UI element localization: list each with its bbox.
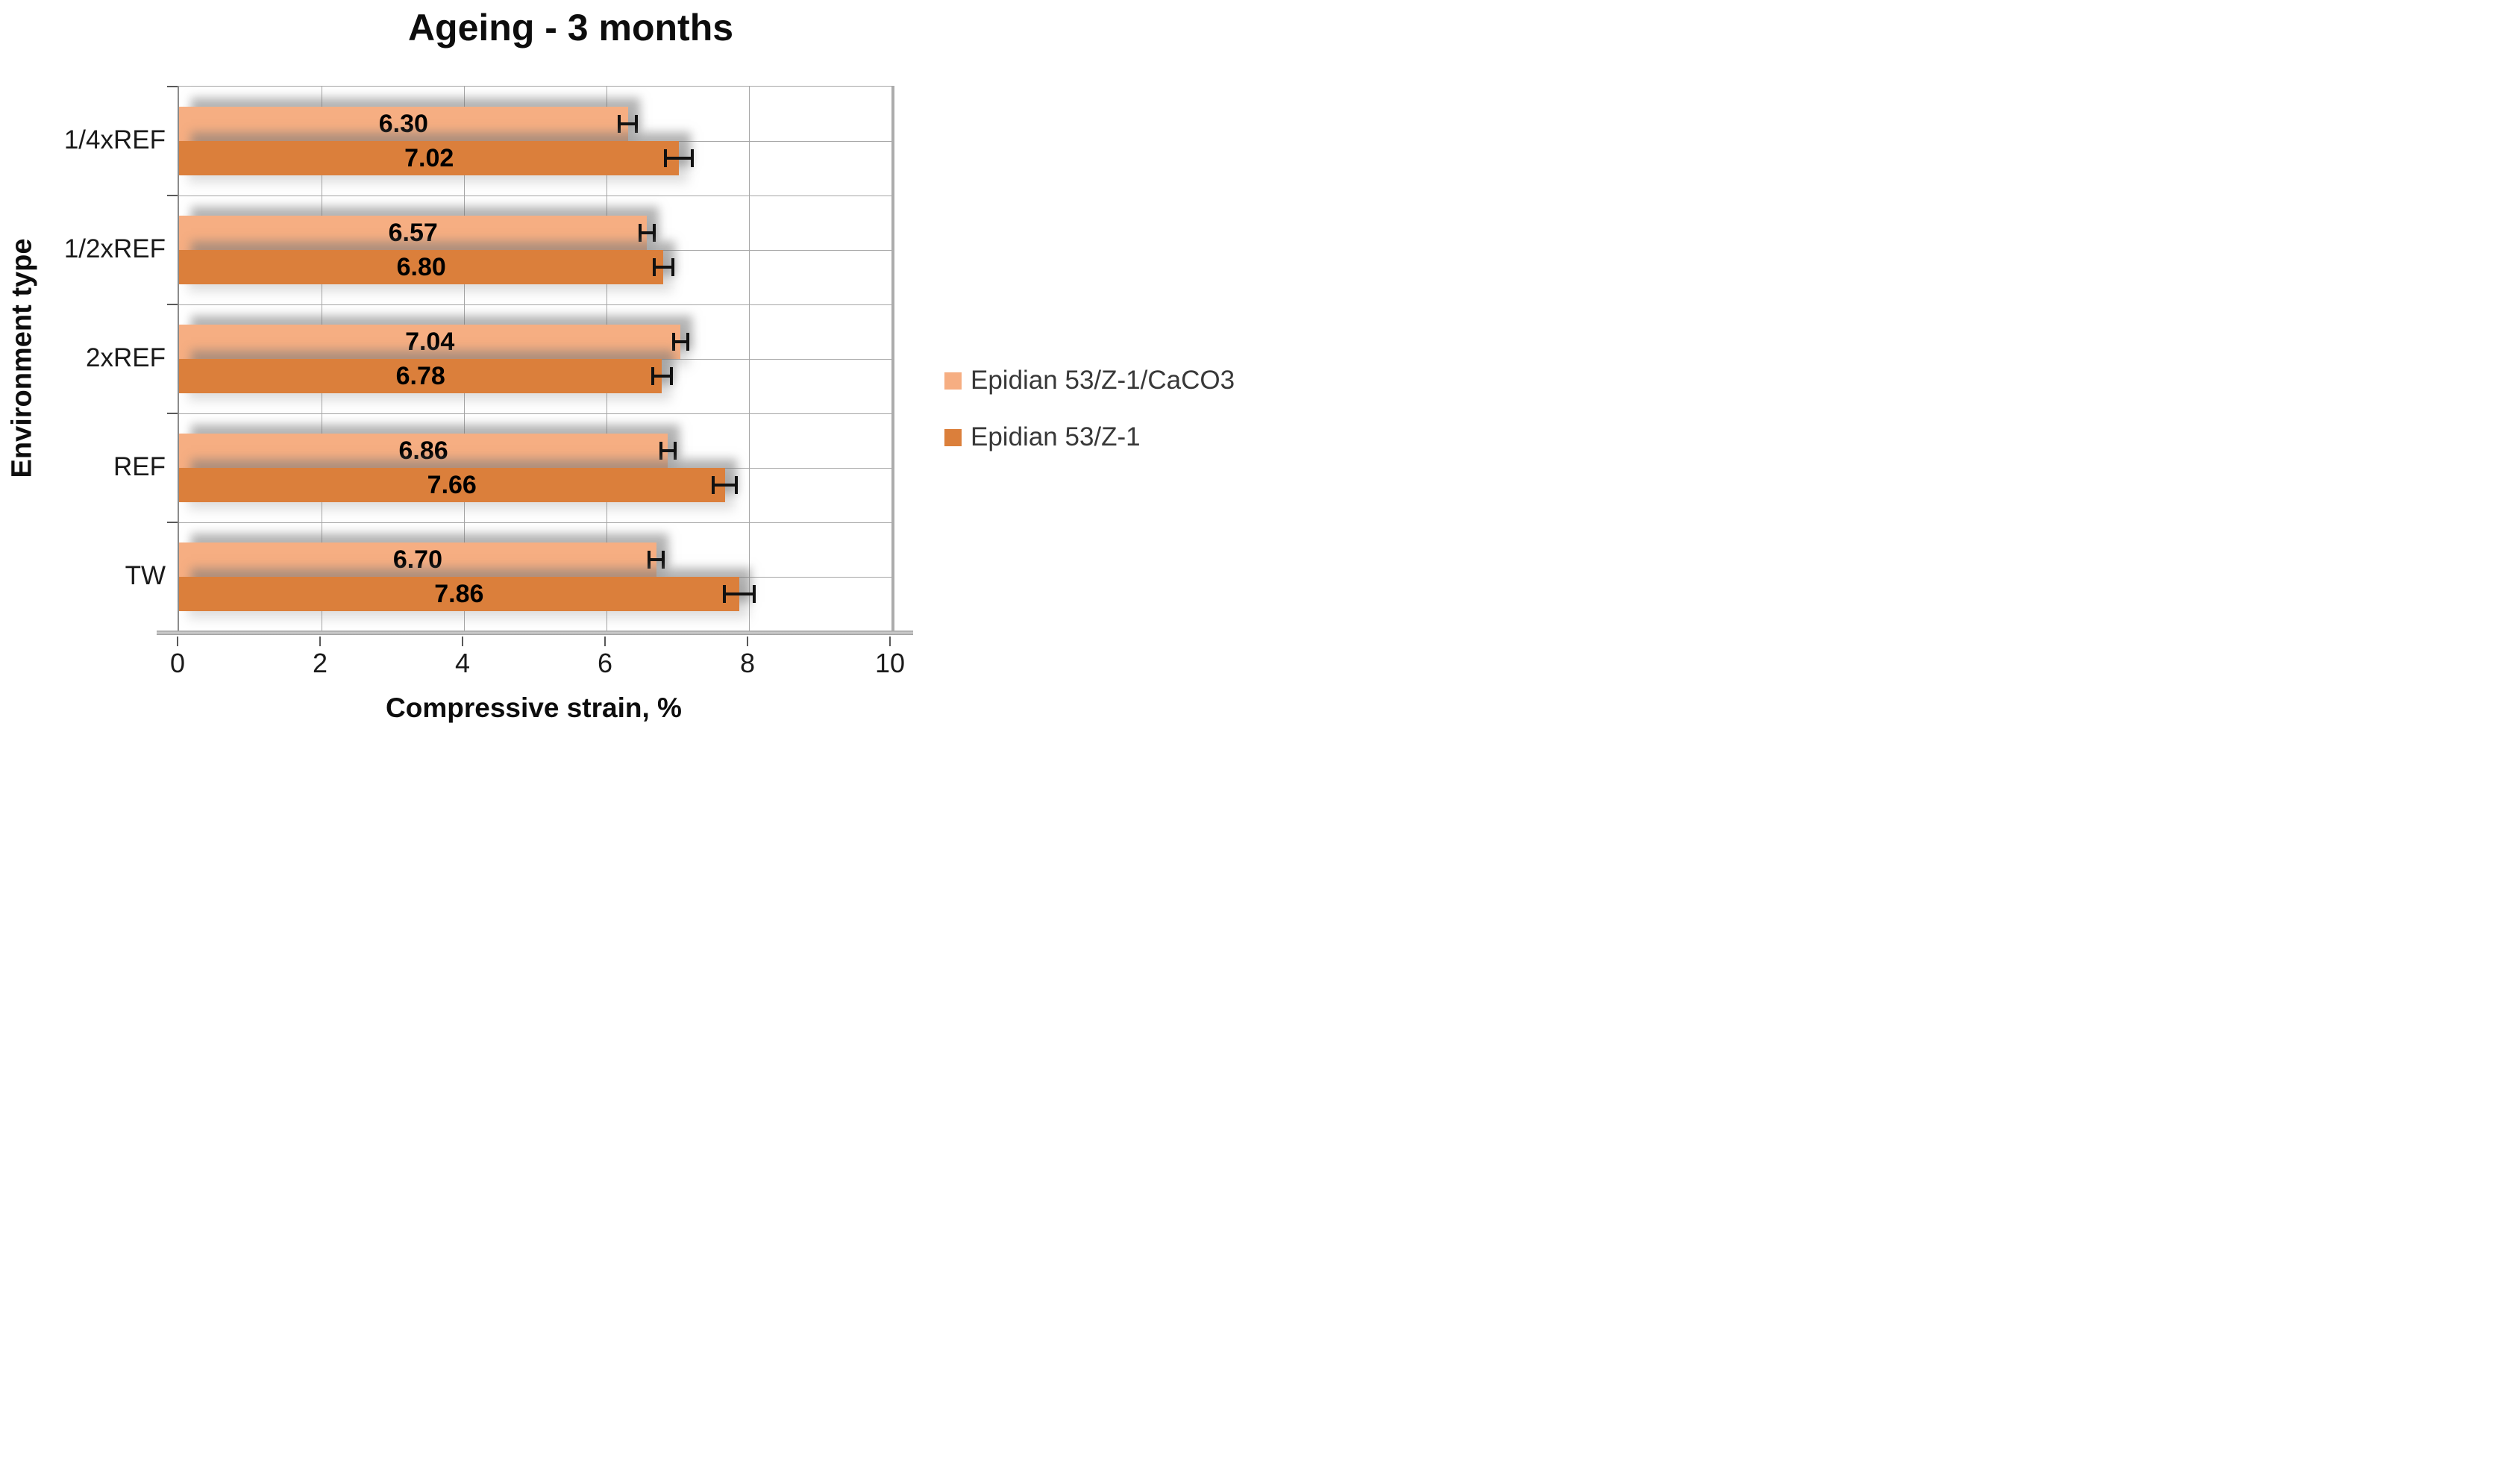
x-axis-tick-label: 4 xyxy=(454,648,471,678)
error-bar-rule xyxy=(651,375,673,378)
x-axis-tick xyxy=(747,637,748,646)
legend-color-swatch xyxy=(944,372,962,390)
error-bar-rule xyxy=(659,449,677,452)
error-bar xyxy=(653,258,674,276)
y-axis-tick xyxy=(167,522,178,523)
bar xyxy=(179,359,662,393)
error-bar xyxy=(664,149,695,167)
error-bar xyxy=(618,115,638,133)
x-axis-tick xyxy=(319,637,321,646)
y-axis-tick xyxy=(167,413,178,414)
bar xyxy=(179,542,656,577)
bar xyxy=(179,216,648,250)
error-bar xyxy=(659,442,677,460)
error-bar-rule xyxy=(712,484,738,487)
legend: Epidian 53/Z-1/CaCO3 Epidian 53/Z-1 xyxy=(944,366,1235,481)
legend-label: Epidian 53/Z-1/CaCO3 xyxy=(971,366,1235,395)
bar-value-label: 6.57 xyxy=(388,219,438,247)
x-axis-tick xyxy=(177,637,178,646)
category-label: 1/2xREF xyxy=(63,234,166,263)
bar-value-label: 6.70 xyxy=(392,545,443,574)
bar xyxy=(179,325,681,359)
x-axis-tick xyxy=(462,637,463,646)
legend-item: Epidian 53/Z-1/CaCO3 xyxy=(944,366,1235,395)
bar-chart: Ageing - 3 months 6.30 7.02 6.57 6.80 7.04 6.… xyxy=(0,0,1260,740)
x-axis-tick-label: 8 xyxy=(739,648,756,678)
error-bar-rule xyxy=(722,592,756,595)
x-axis-tick xyxy=(604,637,606,646)
horizontal-gridline xyxy=(179,413,891,414)
error-bar xyxy=(638,224,656,242)
bar-value-label: 7.86 xyxy=(434,580,484,608)
category-label: REF xyxy=(113,452,166,481)
horizontal-gridline xyxy=(179,522,891,523)
bar-value-label: 7.04 xyxy=(405,328,455,356)
x-axis-title: Compressive strain, % xyxy=(386,692,682,723)
error-bar xyxy=(651,367,673,385)
error-bar-rule xyxy=(648,558,665,561)
y-axis-tick xyxy=(167,195,178,196)
error-bar-rule xyxy=(638,231,656,234)
bar-value-label: 6.80 xyxy=(396,253,446,281)
plot-area: 6.30 7.02 6.57 6.80 7.04 6.78 6.86 7.66 6.70 7.86 xyxy=(167,86,894,632)
x-axis-tick xyxy=(889,637,891,646)
error-bar-rule xyxy=(664,157,695,160)
x-axis-line xyxy=(157,631,913,635)
error-bar xyxy=(722,585,756,603)
bar-value-label: 6.86 xyxy=(398,437,448,465)
error-bar xyxy=(671,333,689,351)
chart-title: Ageing - 3 months xyxy=(407,7,734,49)
legend-color-swatch xyxy=(944,428,962,446)
legend-label: Epidian 53/Z-1 xyxy=(971,422,1141,451)
bar xyxy=(179,468,725,502)
x-axis-tick-label: 10 xyxy=(874,648,906,678)
error-bar xyxy=(648,551,665,569)
bar xyxy=(179,107,628,141)
horizontal-gridline xyxy=(179,304,891,305)
category-label: TW xyxy=(125,561,166,590)
y-axis-tick xyxy=(167,304,178,305)
bar xyxy=(179,577,739,611)
bar xyxy=(179,141,680,175)
bar-value-label: 6.78 xyxy=(395,362,445,390)
bar xyxy=(179,434,668,468)
x-axis-tick-label: 6 xyxy=(597,648,613,678)
bar-value-label: 7.02 xyxy=(404,144,454,172)
category-label: 1/4xREF xyxy=(63,125,166,154)
error-bar xyxy=(712,476,738,494)
legend-item: Epidian 53/Z-1 xyxy=(944,422,1235,451)
x-axis-tick-label: 2 xyxy=(312,648,328,678)
bar-value-label: 7.66 xyxy=(427,471,477,499)
category-label: 2xREF xyxy=(86,343,166,372)
x-axis-tick-label: 0 xyxy=(169,648,186,678)
error-bar-rule xyxy=(671,340,689,343)
error-bar-rule xyxy=(653,266,674,269)
bar xyxy=(179,250,664,284)
y-axis-tick xyxy=(167,86,178,87)
error-bar-rule xyxy=(618,122,638,125)
bar-value-label: 6.30 xyxy=(378,110,428,138)
